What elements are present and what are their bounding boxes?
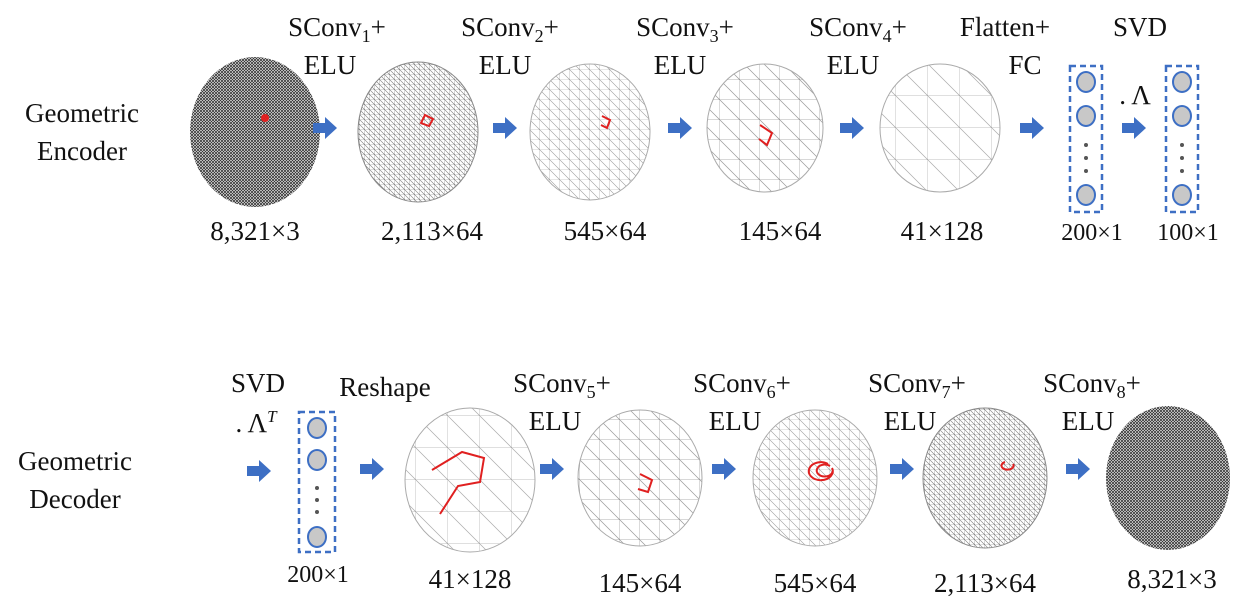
op-label: ELU [529, 406, 581, 436]
arrow [1020, 117, 1044, 139]
op-label: ELU [1062, 406, 1114, 436]
op-label: FC [1008, 50, 1041, 80]
arrow [540, 458, 564, 480]
encoder: Geometric Encoder SConv1+ ELU [25, 12, 1219, 246]
mesh-mark [261, 114, 269, 122]
size-label: 545×64 [564, 216, 647, 246]
op-label: SConv1+ [288, 12, 386, 46]
arrow [1066, 458, 1090, 480]
size-label: 545×64 [774, 568, 857, 598]
op-label: SConv4+ [809, 12, 907, 46]
op-label: SVD [1113, 12, 1167, 42]
label: Geometric [25, 98, 139, 128]
mesh [358, 62, 478, 202]
op-label: SConv6+ [693, 368, 791, 402]
arrow [493, 117, 517, 139]
op-label: . ΛT [235, 407, 278, 438]
op-label: ELU [479, 50, 531, 80]
size-label: 100×1 [1157, 220, 1219, 246]
vector [299, 412, 335, 552]
label: Encoder [37, 136, 127, 166]
mesh [1106, 406, 1230, 550]
mesh [880, 64, 1000, 192]
op-label: SConv7+ [868, 368, 966, 402]
size-label: 145×64 [739, 216, 822, 246]
op-label: SVD [231, 368, 285, 398]
label: Geometric [18, 446, 132, 476]
arrow [890, 458, 914, 480]
size-label: 2,113×64 [934, 568, 1036, 598]
mesh [530, 64, 650, 200]
op-label: ELU [884, 406, 936, 436]
vector [1166, 66, 1198, 212]
arrow [247, 460, 271, 482]
mesh [190, 57, 320, 207]
arrow [840, 117, 864, 139]
op-label: SConv8+ [1043, 368, 1141, 402]
size-label: 2,113×64 [381, 216, 483, 246]
op-label: ELU [709, 406, 761, 436]
arrow [1122, 117, 1146, 139]
decoder: Geometric Decoder SVD . ΛT Reshape SConv… [18, 368, 1230, 598]
mesh [923, 408, 1047, 548]
size-label: 200×1 [1061, 220, 1123, 246]
size-label: 41×128 [429, 564, 512, 594]
op-label: ELU [827, 50, 879, 80]
size-label: 41×128 [901, 216, 984, 246]
mesh [578, 410, 702, 546]
size-label: 8,321×3 [1127, 564, 1216, 594]
label: Decoder [29, 484, 120, 514]
vector [1070, 66, 1102, 212]
arrow [668, 117, 692, 139]
size-label: 145×64 [599, 568, 682, 598]
size-label: 200×1 [287, 562, 349, 588]
op-label: ELU [654, 50, 706, 80]
op-label: . Λ [1119, 80, 1151, 110]
op-label: Reshape [339, 372, 430, 402]
op-label: SConv5+ [513, 368, 611, 402]
op-label: Flatten+ [960, 12, 1050, 42]
arrow [712, 458, 736, 480]
op-label: ELU [304, 50, 356, 80]
diagram: Geometric Encoder SConv1+ ELU [0, 0, 1246, 608]
op-label: SConv2+ [461, 12, 559, 46]
mesh [753, 410, 877, 546]
op-label: SConv3+ [636, 12, 734, 46]
mesh [405, 408, 535, 552]
arrow [360, 458, 384, 480]
size-label: 8,321×3 [210, 216, 299, 246]
